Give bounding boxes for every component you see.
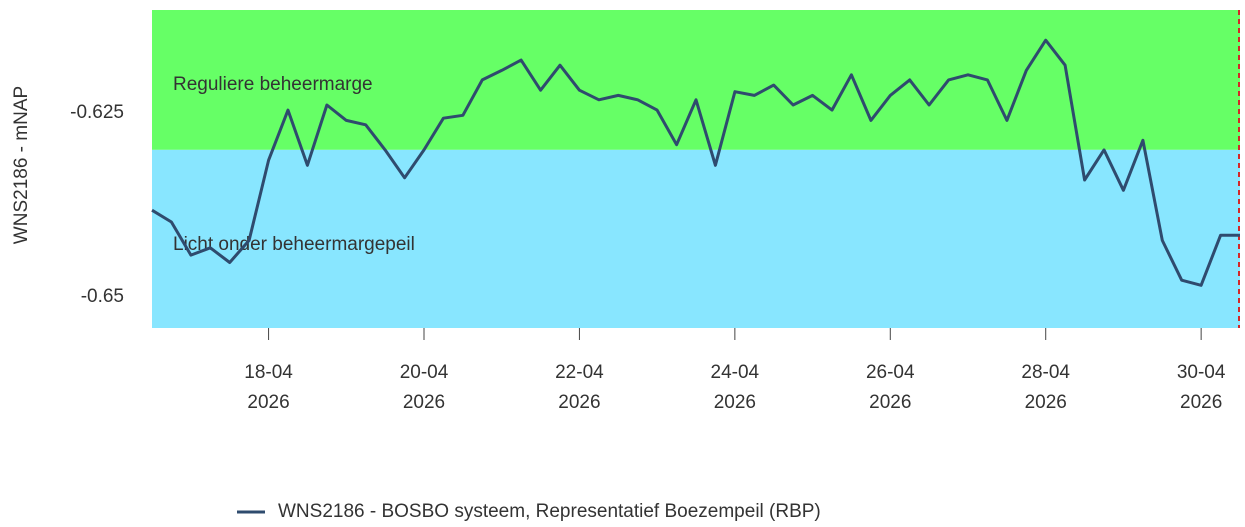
y-axis-label: WNS2186 - mNAP (11, 86, 32, 244)
band-label: Reguliere beheermarge (173, 74, 373, 95)
x-tick-label: 22-04 2026 (555, 362, 604, 413)
band-label: Licht onder beheermargepeil (173, 234, 415, 255)
x-tick-label: 28-04 2026 (1021, 362, 1070, 413)
legend-label: WNS2186 - BOSBO systeem, Representatief … (278, 501, 821, 522)
series-line (151, 38, 1240, 287)
x-tick-label: 18-04 2026 (244, 362, 293, 413)
band (152, 10, 1240, 150)
x-tick-label: 20-04 2026 (399, 362, 449, 413)
y-tick-label: -0.625 (70, 102, 124, 123)
x-tick-label: 26-04 2026 (865, 362, 915, 413)
x-tick-label: 24-04 2026 (710, 362, 760, 413)
y-tick-label: -0.65 (81, 286, 124, 307)
x-tick-label: 30-04 2026 (1176, 362, 1226, 413)
band (152, 149, 1240, 328)
